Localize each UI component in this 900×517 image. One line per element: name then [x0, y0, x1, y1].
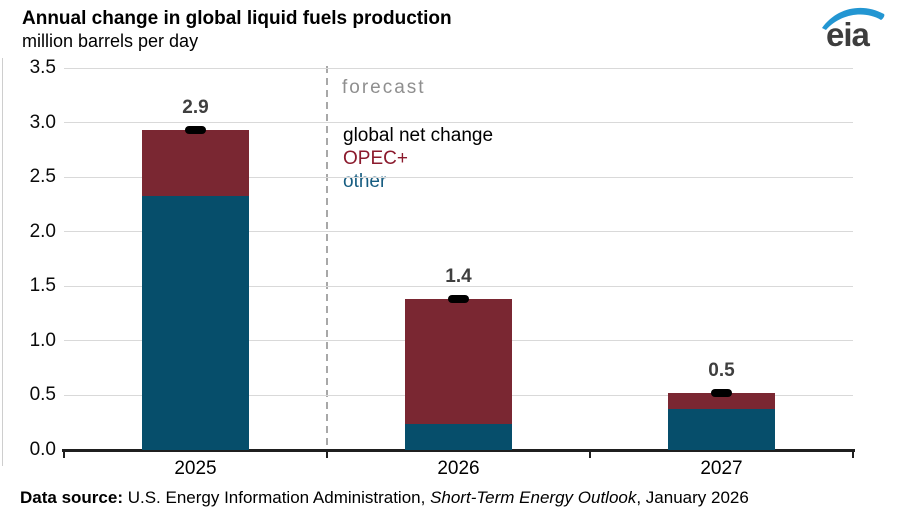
- legend-item-other: other: [343, 171, 387, 192]
- net-change-marker: [448, 295, 469, 304]
- y-tick-label: 1.5: [29, 275, 56, 297]
- y-tick-label: 3.0: [29, 111, 56, 133]
- x-axis-tick: [63, 451, 65, 458]
- y-tick-label: 2.5: [29, 166, 56, 188]
- data-source-label: Data source:: [20, 488, 128, 507]
- forecast-divider-line: [326, 66, 328, 450]
- legend-item-global-net-change: global net change: [343, 125, 494, 146]
- x-axis-label: 2025: [174, 458, 217, 479]
- bar-value-label: 2.9: [182, 97, 209, 119]
- x-axis-tick: [589, 451, 591, 458]
- eia-logo: eia: [812, 2, 890, 58]
- data-source-line: Data source: U.S. Energy Information Adm…: [20, 488, 749, 508]
- eia-swoosh-icon: [822, 7, 885, 30]
- y-tick-label: 2.0: [29, 220, 56, 242]
- bar-segment-other: [405, 423, 512, 450]
- chart-legend: global net change OPEC+ other: [343, 124, 493, 193]
- x-axis-tick: [852, 451, 854, 458]
- gridline: [64, 285, 853, 287]
- y-tick-label: 1.0: [29, 329, 56, 351]
- chart-subtitle: million barrels per day: [22, 31, 199, 51]
- gridline: [64, 176, 853, 178]
- gridline: [64, 231, 853, 233]
- x-axis-tick: [326, 451, 328, 458]
- bar-segment-opec: [142, 130, 249, 196]
- x-axis-label: 2026: [437, 458, 480, 479]
- legend-item-opec: OPEC+: [343, 148, 408, 169]
- bar-segment-opec: [668, 393, 775, 409]
- data-source-date: , January 2026: [636, 488, 749, 507]
- x-axis-label: 2027: [700, 458, 743, 479]
- eia-logo-text: eia: [826, 16, 870, 53]
- gridline: [64, 122, 853, 124]
- data-source-text: U.S. Energy Information Administration,: [127, 488, 431, 507]
- bar-segment-other: [668, 408, 775, 450]
- forecast-label: forecast: [342, 77, 426, 98]
- net-change-marker: [711, 389, 732, 398]
- figure-left-border: [2, 58, 3, 466]
- net-change-marker: [185, 126, 206, 135]
- bar-value-label: 0.5: [708, 360, 735, 382]
- y-tick-label: 0.5: [29, 384, 56, 406]
- bar-segment-opec: [405, 299, 512, 424]
- x-axis-line: [62, 449, 855, 452]
- bar-value-label: 1.4: [445, 266, 472, 288]
- data-source-publication: Short-Term Energy Outlook: [430, 488, 637, 507]
- y-tick-label: 3.5: [29, 57, 56, 78]
- gridline: [64, 67, 853, 69]
- y-tick-label: 0.0: [29, 439, 56, 460]
- bar-segment-other: [142, 195, 249, 450]
- chart-title: Annual change in global liquid fuels pro…: [22, 8, 452, 29]
